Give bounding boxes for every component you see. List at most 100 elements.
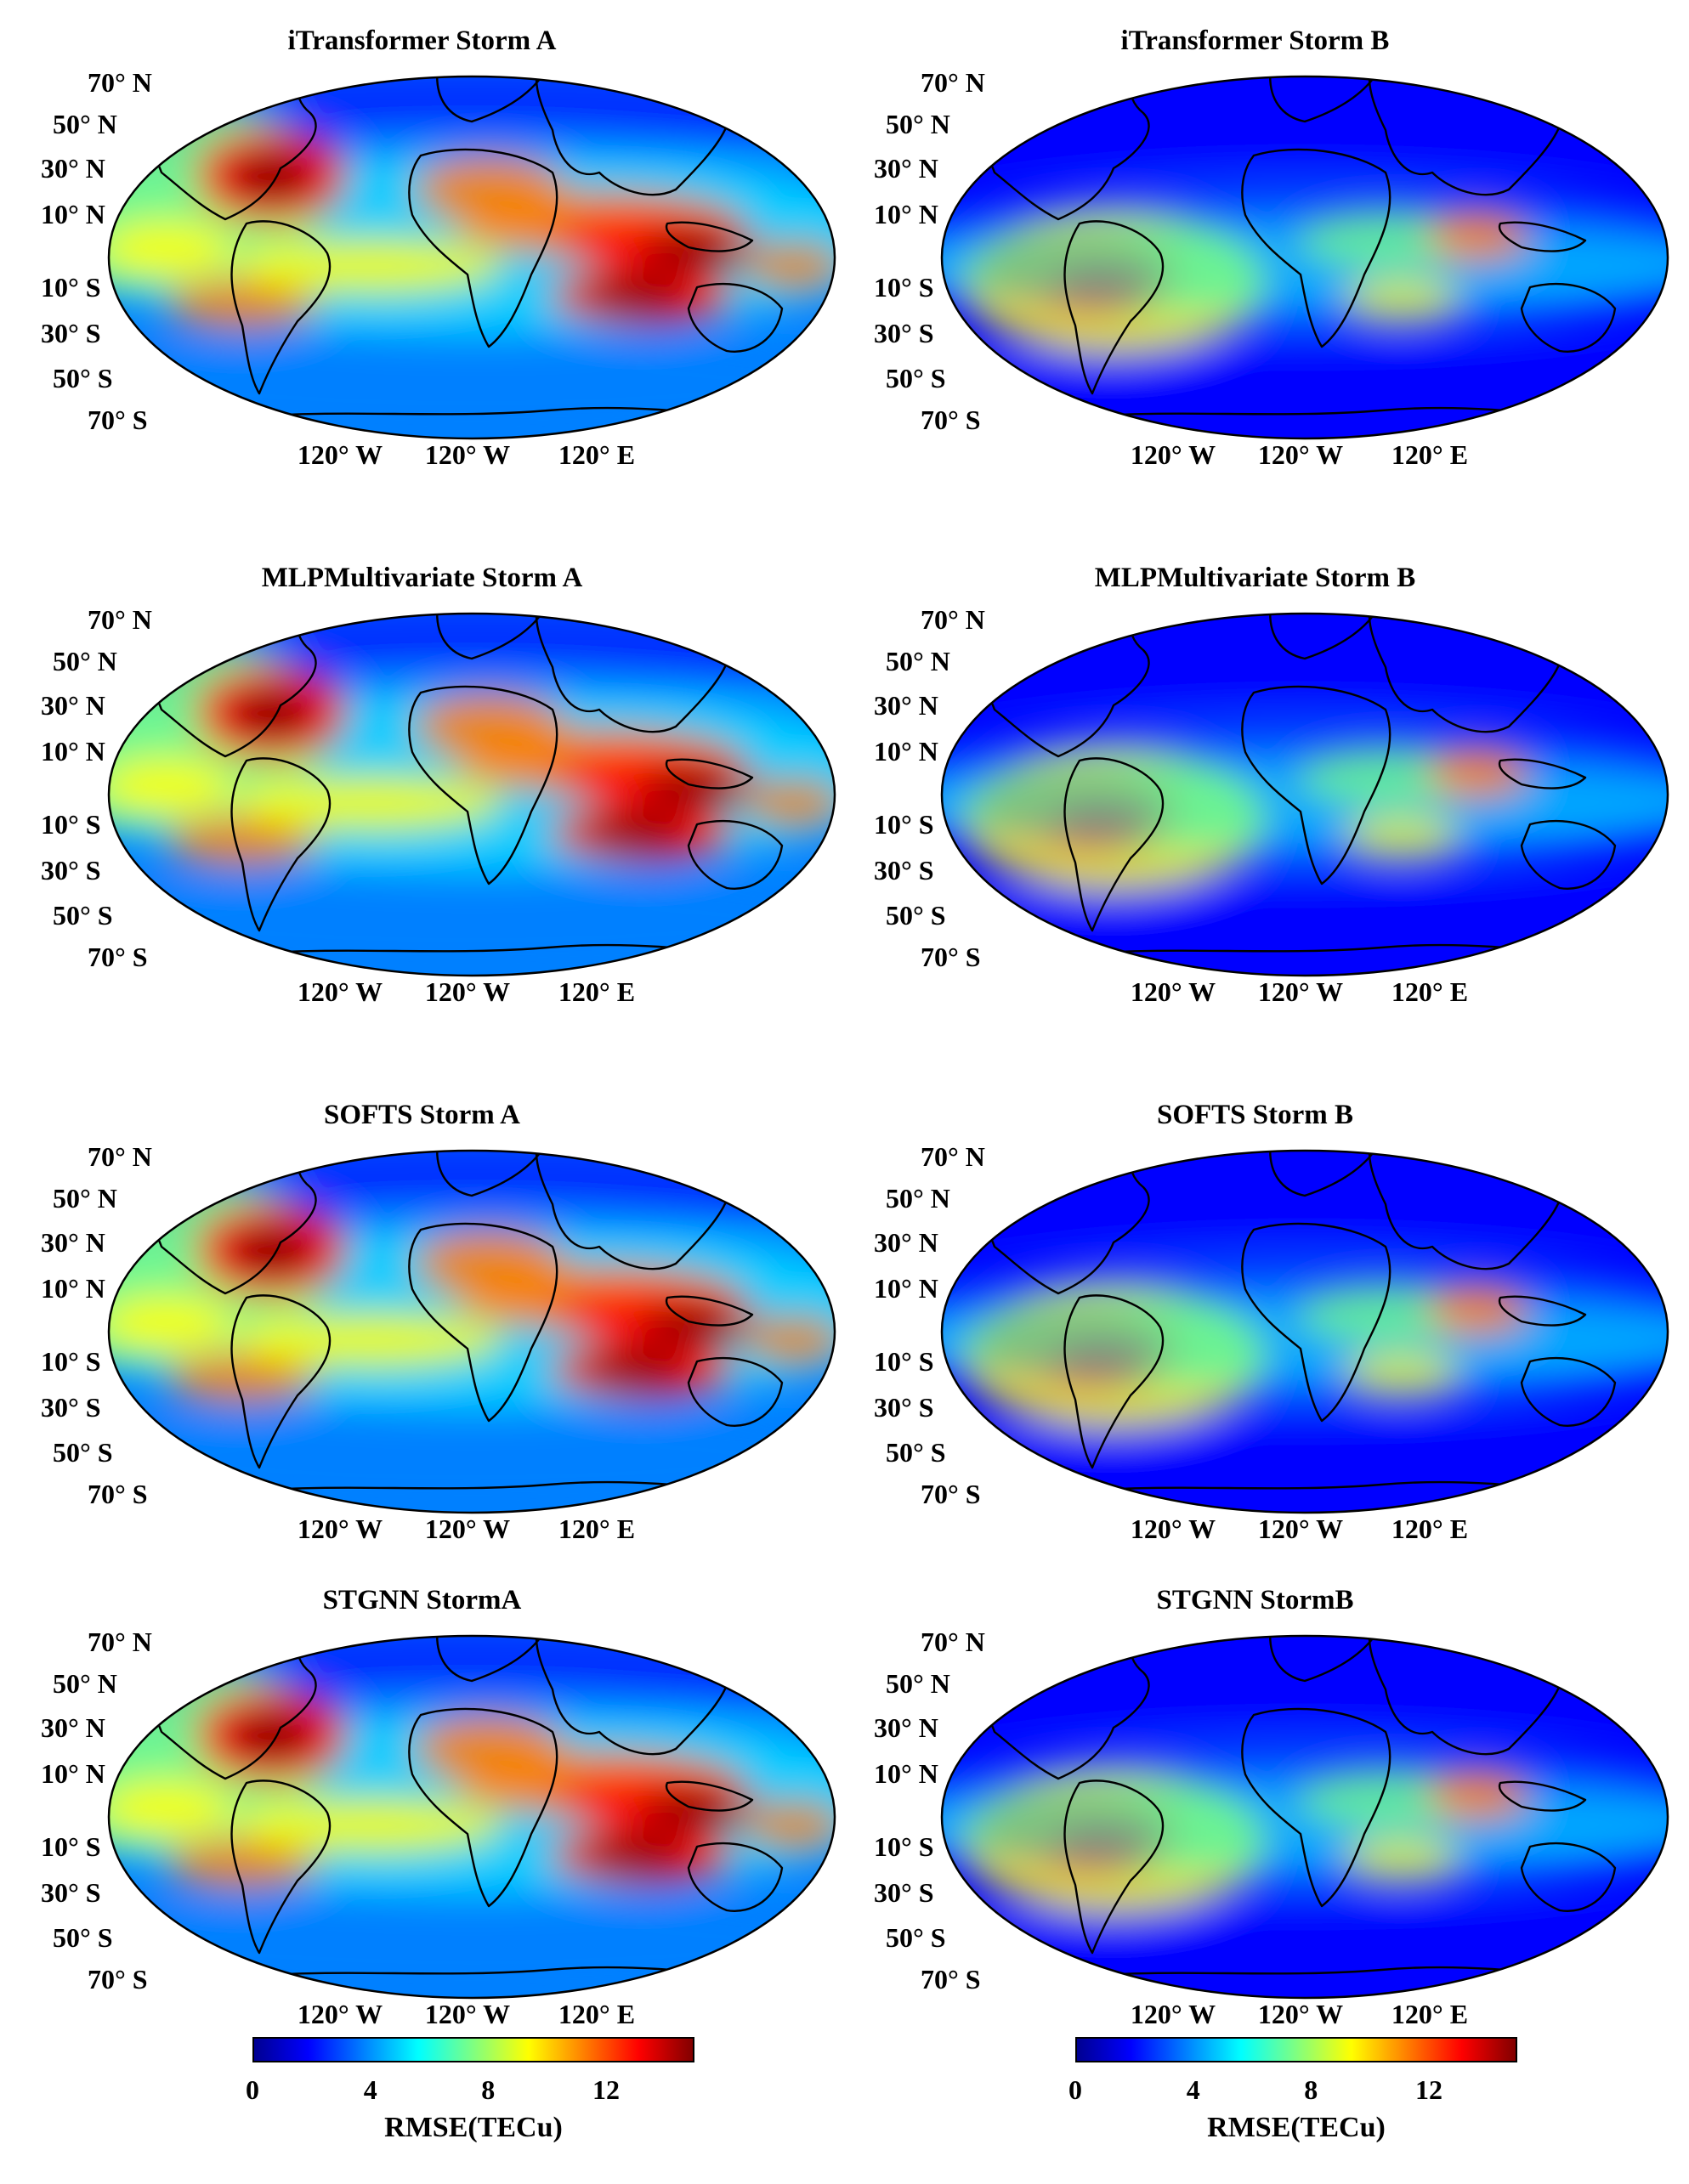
lat-label: 70° N [88, 1627, 152, 1657]
coastline [1498, 221, 1587, 252]
lat-label: 50° S [53, 1922, 113, 1953]
lat-label: 10° S [41, 1346, 101, 1377]
map-border [940, 1149, 1669, 1514]
lat-label: 30° S [41, 1392, 101, 1423]
heat-field [942, 1636, 1668, 1998]
colorbar-right: 0 4 8 12 RMSE(TECu) [1068, 2037, 1670, 2173]
lon-label: 120° W [424, 1999, 511, 2029]
map-border [940, 75, 1669, 440]
heat-blob [1343, 1838, 1462, 1881]
lat-label: 30° N [41, 690, 105, 721]
heat-blob [109, 1293, 234, 1353]
rmse-map [940, 1634, 1669, 2000]
panel-title: SOFTS Storm A [323, 1100, 521, 1130]
lon-label: 120° W [1257, 1514, 1344, 1544]
lat-label: 10° S [41, 272, 101, 303]
lat-label: 50° S [886, 1437, 946, 1468]
coastline [946, 1636, 1150, 1780]
lon-label: 120° E [558, 439, 636, 470]
coastlines [946, 1151, 1617, 1495]
panel-softs-storm-a: SOFTS Storm A 70° N 50° N 30° N 10° N 10° S 3… [0, 1074, 844, 1610]
lon-label: 120° W [1257, 976, 1344, 1007]
lon-label: 120° W [297, 1999, 383, 2029]
panel-softs-storm-b: SOFTS Storm B 70° N 50° N 30° N 10° N 10° S 3… [833, 1074, 1677, 1610]
heat-blob [166, 1353, 319, 1404]
colorbar-tick: 4 [363, 2074, 377, 2105]
heat-blob [642, 229, 744, 277]
coastline [946, 76, 1150, 221]
coastline [687, 282, 784, 353]
heat-blob [744, 240, 835, 291]
panel-title: MLPMultivariate Storm A [261, 563, 583, 593]
heat-blob [1343, 816, 1462, 858]
lat-label: 10° S [874, 272, 934, 303]
colorbar-left: 0 4 8 12 RMSE(TECu) [246, 2037, 847, 2173]
lat-label: 10° N [874, 1758, 938, 1789]
lat-label: 70° N [921, 1141, 985, 1172]
coastline [436, 1151, 541, 1197]
heat-blob [1343, 1353, 1462, 1395]
lat-label: 70° S [88, 942, 148, 972]
lat-label: 30° N [874, 1227, 938, 1258]
coastline [230, 757, 332, 932]
coastline [408, 148, 558, 348]
heat-blob [230, 151, 315, 202]
lon-label: 120° E [1391, 439, 1469, 470]
coastlines [113, 1636, 784, 1980]
lat-label: 70° N [88, 67, 152, 98]
lat-label: 70° S [921, 405, 981, 435]
lat-label: 10° N [874, 199, 938, 229]
lat-label: 30° S [874, 318, 934, 348]
coastline [1063, 220, 1165, 395]
lon-label: 120° W [1130, 439, 1216, 470]
heat-blob [234, 236, 506, 296]
coastline [535, 1636, 768, 1756]
map-border [107, 612, 836, 977]
lat-label: 70° N [88, 604, 152, 635]
heat-blob [230, 1711, 315, 1762]
lat-label: 50° N [886, 1183, 950, 1214]
heat-blob [642, 1789, 744, 1836]
coastline [1241, 1707, 1391, 1908]
colorbar-tick: 0 [1068, 2074, 1082, 2105]
rmse-map [940, 75, 1669, 440]
colorbar-tick: 12 [592, 2074, 620, 2105]
heat-blob [230, 1225, 315, 1276]
lat-label: 30° S [874, 855, 934, 885]
lat-label: 30° N [874, 1712, 938, 1743]
lat-label: 10° S [874, 809, 934, 840]
lat-label: 70° N [88, 1141, 152, 1172]
colorbar-tick: 4 [1186, 2074, 1200, 2105]
coastline [946, 1151, 1150, 1295]
lat-label: 70° S [921, 942, 981, 972]
lon-label: 120° E [558, 976, 636, 1007]
heat-field [109, 76, 835, 438]
lon-label: 120° E [558, 1514, 636, 1544]
lat-label: 70° S [88, 1964, 148, 1994]
lat-label: 30° S [874, 1392, 934, 1423]
lat-label: 70° S [88, 405, 148, 435]
heat-field [109, 1151, 835, 1513]
lat-label: 50° N [886, 646, 950, 676]
lat-label: 50° N [53, 1183, 117, 1214]
heat-blob [642, 1304, 744, 1351]
panel-title: STGNN StormA [322, 1585, 522, 1615]
heat-blob [166, 816, 319, 867]
panel-title: iTransformer Storm A [287, 25, 557, 56]
coastline [113, 76, 317, 221]
lon-label: 120° E [1391, 976, 1469, 1007]
heat-blob [166, 1838, 319, 1889]
heat-blob [1428, 1770, 1530, 1821]
lon-label: 120° W [297, 439, 383, 470]
coastline [1498, 758, 1587, 789]
lat-label: 50° S [886, 900, 946, 931]
lat-label: 50° S [886, 1922, 946, 1953]
heat-blob [582, 277, 684, 314]
rmse-map [940, 1149, 1669, 1514]
heat-blob [1428, 1285, 1530, 1336]
lat-label: 10° N [874, 736, 938, 767]
lat-label: 70° S [921, 1964, 981, 1994]
lat-label: 30° S [41, 855, 101, 885]
lat-label: 50° S [53, 363, 113, 393]
coastline [665, 1295, 754, 1327]
